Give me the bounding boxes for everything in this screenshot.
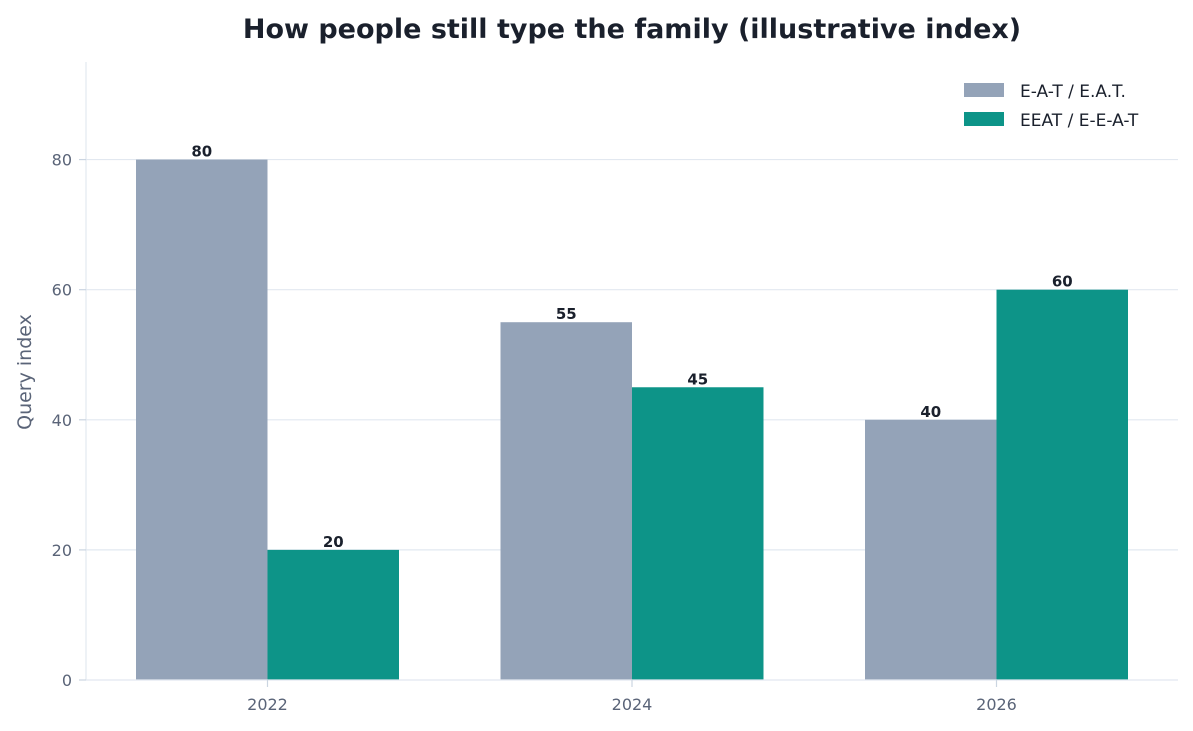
y-tick-label: 60 (52, 281, 72, 300)
legend-label: E-A-T / E.A.T. (1020, 82, 1126, 102)
bar (136, 159, 268, 680)
bar (632, 387, 764, 680)
y-tick-label: 80 (52, 151, 72, 170)
y-tick-label: 40 (52, 411, 72, 430)
y-axis-ticks: 0 20 40 60 80 (52, 151, 86, 690)
bar (865, 419, 997, 680)
y-tick-label: 0 (62, 671, 72, 690)
data-label: 55 (556, 305, 577, 323)
data-label: 20 (323, 533, 344, 551)
bar (267, 549, 399, 680)
legend-swatch (964, 112, 1004, 126)
chart-title: How people still type the family (illust… (243, 14, 1021, 45)
x-axis-ticks: 2022 2024 2026 (247, 680, 1017, 714)
x-tick-label: 2026 (976, 695, 1017, 714)
data-label: 40 (920, 403, 941, 421)
bar (500, 322, 632, 680)
data-labels: 80 20 55 45 40 60 (191, 143, 1072, 551)
data-label: 60 (1052, 273, 1073, 291)
legend-swatch (964, 83, 1004, 97)
legend-label: EEAT / E-E-A-T (1020, 111, 1139, 131)
y-tick-label: 20 (52, 541, 72, 560)
x-tick-label: 2022 (247, 695, 288, 714)
bars (136, 159, 1128, 680)
legend: E-A-T / E.A.T. EEAT / E-E-A-T (964, 82, 1139, 131)
bar (996, 289, 1128, 680)
data-label: 45 (687, 370, 708, 388)
y-axis-label: Query index (14, 314, 36, 430)
x-tick-label: 2024 (612, 695, 653, 714)
data-label: 80 (191, 143, 212, 161)
